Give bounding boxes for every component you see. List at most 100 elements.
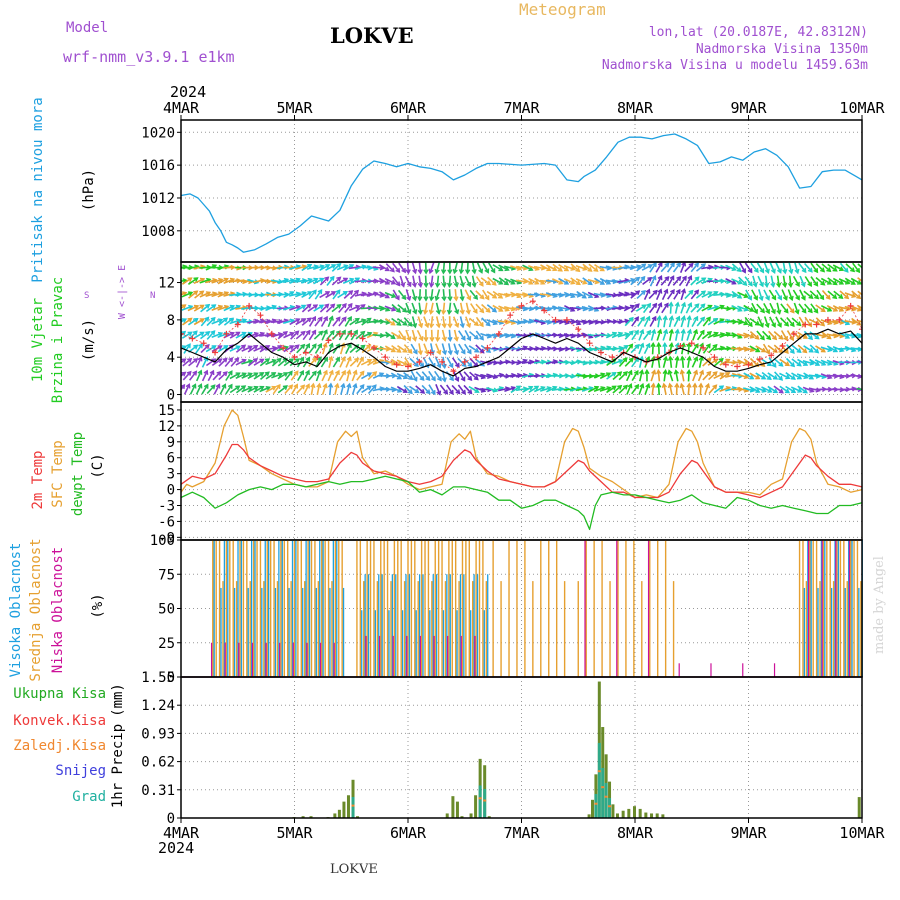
wind-barb-head: [294, 330, 300, 336]
wind-barb-head: [366, 317, 372, 323]
wind-barb: [799, 275, 806, 287]
wind-barb: [675, 370, 679, 382]
wind-barb: [398, 262, 406, 273]
wind-barb-head: [305, 342, 310, 349]
wind-barb-head: [832, 306, 839, 312]
wind-barb-head: [473, 294, 479, 300]
wind-barb: [660, 276, 670, 286]
wind-barb-head: [754, 320, 761, 326]
wind-barb-head: [742, 280, 748, 286]
wind-barb-head: [401, 268, 406, 274]
wind-barb-head: [629, 304, 636, 310]
wind-barb: [527, 360, 539, 365]
wind-barb: [515, 374, 528, 378]
wind-barb-head: [796, 334, 802, 340]
wind-barb-head: [741, 268, 746, 274]
wind-barb-head: [680, 288, 687, 294]
wind-barb-head: [667, 382, 673, 389]
wind-barb: [391, 276, 401, 286]
wind-barb-head: [341, 329, 346, 335]
wind-barb: [623, 304, 635, 312]
wind-barb-head: [441, 296, 447, 302]
wind-barb-head: [485, 321, 491, 327]
wind-barb: [810, 276, 819, 287]
wind-barb: [385, 263, 395, 273]
wind-barb: [343, 290, 353, 299]
wind-barb-head: [663, 288, 669, 294]
wind-barb: [201, 357, 209, 368]
precip-bar-grid: [597, 770, 601, 773]
wind-barb: [623, 278, 635, 284]
wind-barb: [460, 262, 464, 274]
wind-barb-head: [316, 369, 322, 375]
wind-barb: [307, 304, 318, 312]
wind-barb-head: [411, 282, 418, 288]
wind-barb: [469, 289, 478, 300]
wind-barb: [692, 329, 698, 341]
wind-barb-head: [657, 262, 663, 267]
wind-barb-head: [360, 304, 366, 309]
wind-barb: [271, 373, 282, 379]
wind-barb-head: [630, 277, 636, 283]
wind-barb: [378, 291, 390, 299]
wind-barb: [316, 383, 321, 395]
wind-barb: [405, 289, 411, 301]
wind-barb: [459, 302, 464, 314]
wind-barb: [832, 304, 844, 312]
wind-barb: [337, 277, 348, 285]
wind-barb-head: [458, 269, 465, 275]
wind-barb: [492, 304, 503, 312]
wind-barb: [321, 370, 328, 382]
wind-barb: [851, 290, 861, 299]
wind-barb: [466, 262, 469, 274]
wind-barb-head: [428, 296, 435, 302]
wind-barb: [791, 317, 801, 326]
lonlat: lon,lat (20.0187E, 42.8312N): [648, 25, 868, 40]
wind-barb-head: [252, 358, 259, 363]
wind-barb: [785, 385, 796, 393]
wind-barb: [356, 384, 365, 395]
wind-barb-head: [669, 275, 675, 281]
wind-barb: [838, 278, 850, 285]
wind-barb-head: [668, 301, 674, 307]
wind-barb-head: [203, 369, 209, 375]
wind-barb: [804, 262, 813, 273]
wind-barb-head: [313, 277, 319, 283]
wind-barb-head: [295, 318, 301, 323]
model-label: Model: [66, 20, 109, 36]
wind-barb-head: [814, 348, 820, 354]
wind-barb: [545, 279, 557, 283]
wind-barb-head: [491, 280, 497, 286]
wind-barb-head: [384, 279, 391, 285]
wind-barb: [360, 266, 372, 269]
wind-barb: [751, 302, 758, 314]
wind-barb-head: [594, 279, 600, 285]
wind-barb: [593, 277, 605, 285]
wind-barb-head: [305, 369, 310, 375]
precip-legend-item: Snijeg: [55, 763, 106, 779]
wind-barb-head: [305, 329, 311, 335]
wind-barb: [522, 292, 533, 298]
wind-barb-head: [575, 267, 581, 273]
wind-barb: [396, 385, 408, 393]
wind-barb-head: [498, 279, 504, 285]
wind-barb: [624, 357, 634, 367]
wind-barb-head: [217, 358, 223, 364]
wind-barb-head: [844, 294, 850, 300]
wind-barb-head: [776, 309, 782, 315]
wind-barb: [575, 319, 587, 324]
wind-barb: [581, 319, 593, 324]
wind-barb-head: [391, 293, 397, 299]
wind-barb: [308, 289, 317, 300]
wind-barb: [448, 275, 452, 287]
wind-barb: [737, 387, 749, 392]
precip-bar-total: [346, 795, 350, 818]
wind-barb: [492, 386, 504, 392]
wind-barb: [515, 279, 528, 283]
wind-barb: [225, 384, 233, 395]
wind-barb: [788, 275, 792, 287]
wind-barb: [569, 346, 581, 352]
wind-barb: [743, 304, 754, 312]
wind-barb: [761, 358, 772, 367]
wind-barb-head: [366, 385, 372, 391]
